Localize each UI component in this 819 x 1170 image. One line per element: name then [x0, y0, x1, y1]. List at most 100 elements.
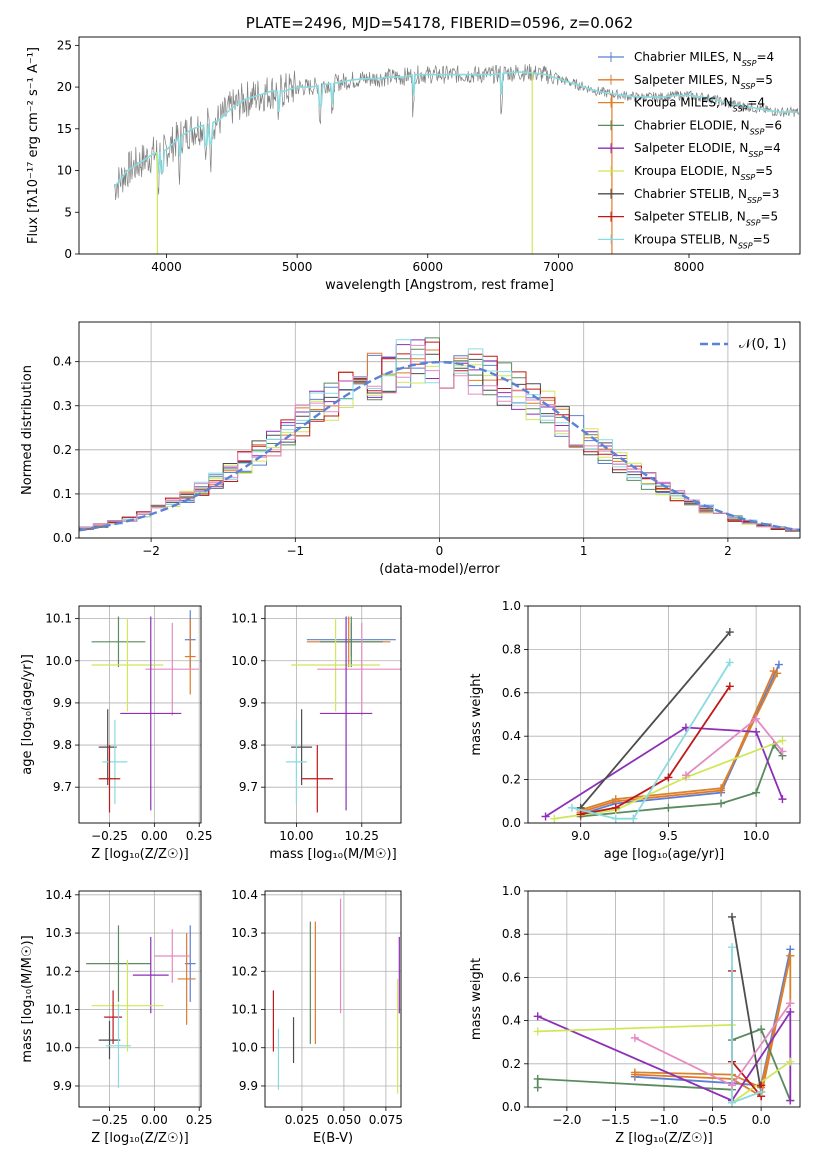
weight-line-salpeter_elodie	[537, 1008, 792, 1102]
spectrum-legend: Chabrier MILES, NSSP=4 Salpeter MILES, NS…	[598, 50, 782, 250]
y-tick-label: 10.1	[231, 612, 258, 626]
legend-label: Chabrier MILES, NSSP=4	[634, 50, 774, 68]
weight-marker	[774, 660, 783, 669]
weight-marker	[550, 814, 559, 823]
y-tick-label: 10.3	[45, 926, 72, 940]
weight-marker	[778, 747, 787, 756]
y-tick-label: 10.3	[231, 926, 258, 940]
weight-marker	[717, 799, 726, 808]
y-tick-label: 9.7	[53, 780, 72, 794]
y-tick-label: 10.2	[45, 964, 72, 978]
y-axis-label: Flux [fλ10⁻¹⁷ erg cm⁻² s⁻¹ A⁻¹]	[26, 47, 41, 244]
weight-marker	[752, 714, 761, 723]
y-tick-label: 10.2	[231, 964, 258, 978]
weight-marker	[728, 1098, 736, 1107]
observed-spectrum-line	[113, 63, 800, 201]
weight-marker	[533, 1012, 542, 1021]
weight-marker	[664, 803, 673, 812]
grid-lines	[79, 606, 201, 823]
weight-vs-age-panel: 9.0 9.5 10.0 0.0 0.2 0.4 0.6 0.8 1.0 age [log₁₀(a…	[469, 599, 801, 862]
y-tick-label: 10	[57, 164, 72, 178]
age-vs-mass-panel: 10.00 10.25 9.7 9.8 9.9 10.0 10.1 mass [log₁₀(M…	[231, 605, 402, 862]
legend-label: Salpeter ELODIE, NSSP=4	[634, 141, 781, 159]
grid-lines	[79, 891, 201, 1107]
age-vs-metallicity-panel: −0.25 0.00 0.25 9.7 9.8 9.9 10.0 10.1 Z [log₁₀(Z…	[20, 605, 213, 862]
x-tick-label: −1.5	[601, 1113, 630, 1127]
y-tick-label: 0.2	[502, 773, 521, 787]
weight-line-kroupa_stelib	[571, 661, 731, 820]
x-axis-label: E(B-V)	[313, 1131, 353, 1146]
x-tick-label: 0	[436, 544, 444, 558]
x-tick-label: 10.00	[279, 829, 313, 843]
weight-marker	[786, 951, 795, 960]
weight-marker	[629, 814, 638, 823]
y-tick-label: 0.4	[53, 355, 72, 369]
x-tick-label: 0.25	[186, 1113, 213, 1127]
x-tick-label: 7000	[543, 260, 574, 274]
weight-marker	[728, 1081, 736, 1090]
grid-lines	[528, 605, 800, 824]
weight-marker	[611, 795, 620, 804]
y-tick-label: 0.0	[53, 531, 72, 545]
x-tick-label: 0.25	[186, 829, 213, 843]
weight-marker	[664, 773, 673, 782]
x-axis-label: Z [log₁₀(Z/Z☉)]	[91, 1131, 188, 1146]
legend-label: Chabrier STELIB, NSSP=3	[634, 187, 779, 205]
plot-area	[272, 898, 400, 1094]
weight-line-salpeter_stelib	[580, 685, 731, 816]
y-axis-label: Normed distribution	[20, 365, 35, 495]
x-tick-label: 0.00	[141, 1113, 168, 1127]
y-tick-label: 10.0	[231, 1041, 258, 1055]
y-tick-label: 9.9	[53, 696, 72, 710]
x-tick-label: −1	[286, 544, 304, 558]
model-spectrum-line	[113, 71, 798, 188]
x-tick-label: 9.5	[659, 829, 678, 843]
plot-area	[285, 616, 401, 813]
weight-marker	[611, 814, 620, 823]
weight-marker	[757, 1087, 766, 1096]
y-tick-label: 0	[64, 247, 72, 261]
plot-area	[86, 925, 196, 1088]
y-tick-label: 10.4	[231, 888, 258, 902]
y-tick-label: 0.3	[53, 399, 72, 413]
weight-marker	[533, 1083, 542, 1092]
weight-marker	[786, 1096, 795, 1105]
x-tick-label: −2.0	[552, 1113, 581, 1127]
weight-marker	[773, 669, 782, 678]
plot-area	[533, 912, 795, 1107]
x-tick-label: −1.0	[649, 1113, 678, 1127]
weight-marker	[717, 784, 726, 793]
y-tick-label: 10.4	[45, 888, 72, 902]
weight-marker	[752, 727, 761, 736]
y-tick-label: 0.6	[502, 686, 521, 700]
weight-marker	[630, 1068, 639, 1077]
residual-histogram-panel: −2 −1 0 1 2 0.0 0.1 0.2 0.3 0.4 (data-model)/error…	[20, 321, 801, 577]
legend-label: Chabrier ELODIE, NSSP=6	[634, 118, 782, 136]
y-tick-label: 9.8	[53, 738, 72, 752]
spectrum-panel: 4000 5000 6000 7000 8000 0 5 10 15 20 25 wavelength…	[26, 14, 801, 293]
legend-label: Kroupa STELIB, NSSP=5	[634, 232, 770, 250]
x-tick-label: −0.25	[91, 1113, 128, 1127]
y-tick-label: 15	[57, 122, 72, 136]
axes-frame	[527, 890, 801, 1108]
grid-lines	[265, 606, 401, 823]
plot-area	[91, 610, 200, 813]
x-axis-label: age [log₁₀(age/yr)]	[604, 847, 725, 862]
y-tick-label: 0.2	[53, 443, 72, 457]
weight-line-chabrier_stelib	[731, 916, 762, 1093]
weight-marker	[752, 788, 761, 797]
normal-curve	[79, 360, 800, 532]
x-tick-label: 0.00	[141, 829, 168, 843]
y-tick-label: 0.4	[502, 729, 521, 743]
y-tick-label: 0.2	[502, 1057, 521, 1071]
mass-vs-metallicity-panel: −0.25 0.00 0.25 9.9 10.0 10.1 10.2 10.3 10.4 Z [l…	[20, 888, 213, 1146]
axes-frame	[264, 605, 402, 824]
grid-lines	[265, 891, 401, 1107]
plot-area	[79, 337, 800, 532]
x-tick-label: 0.075	[369, 1113, 403, 1127]
weight-marker	[786, 999, 795, 1008]
y-tick-label: 9.9	[53, 1079, 72, 1093]
x-tick-label: −2	[142, 544, 160, 558]
weight-marker	[541, 812, 550, 821]
